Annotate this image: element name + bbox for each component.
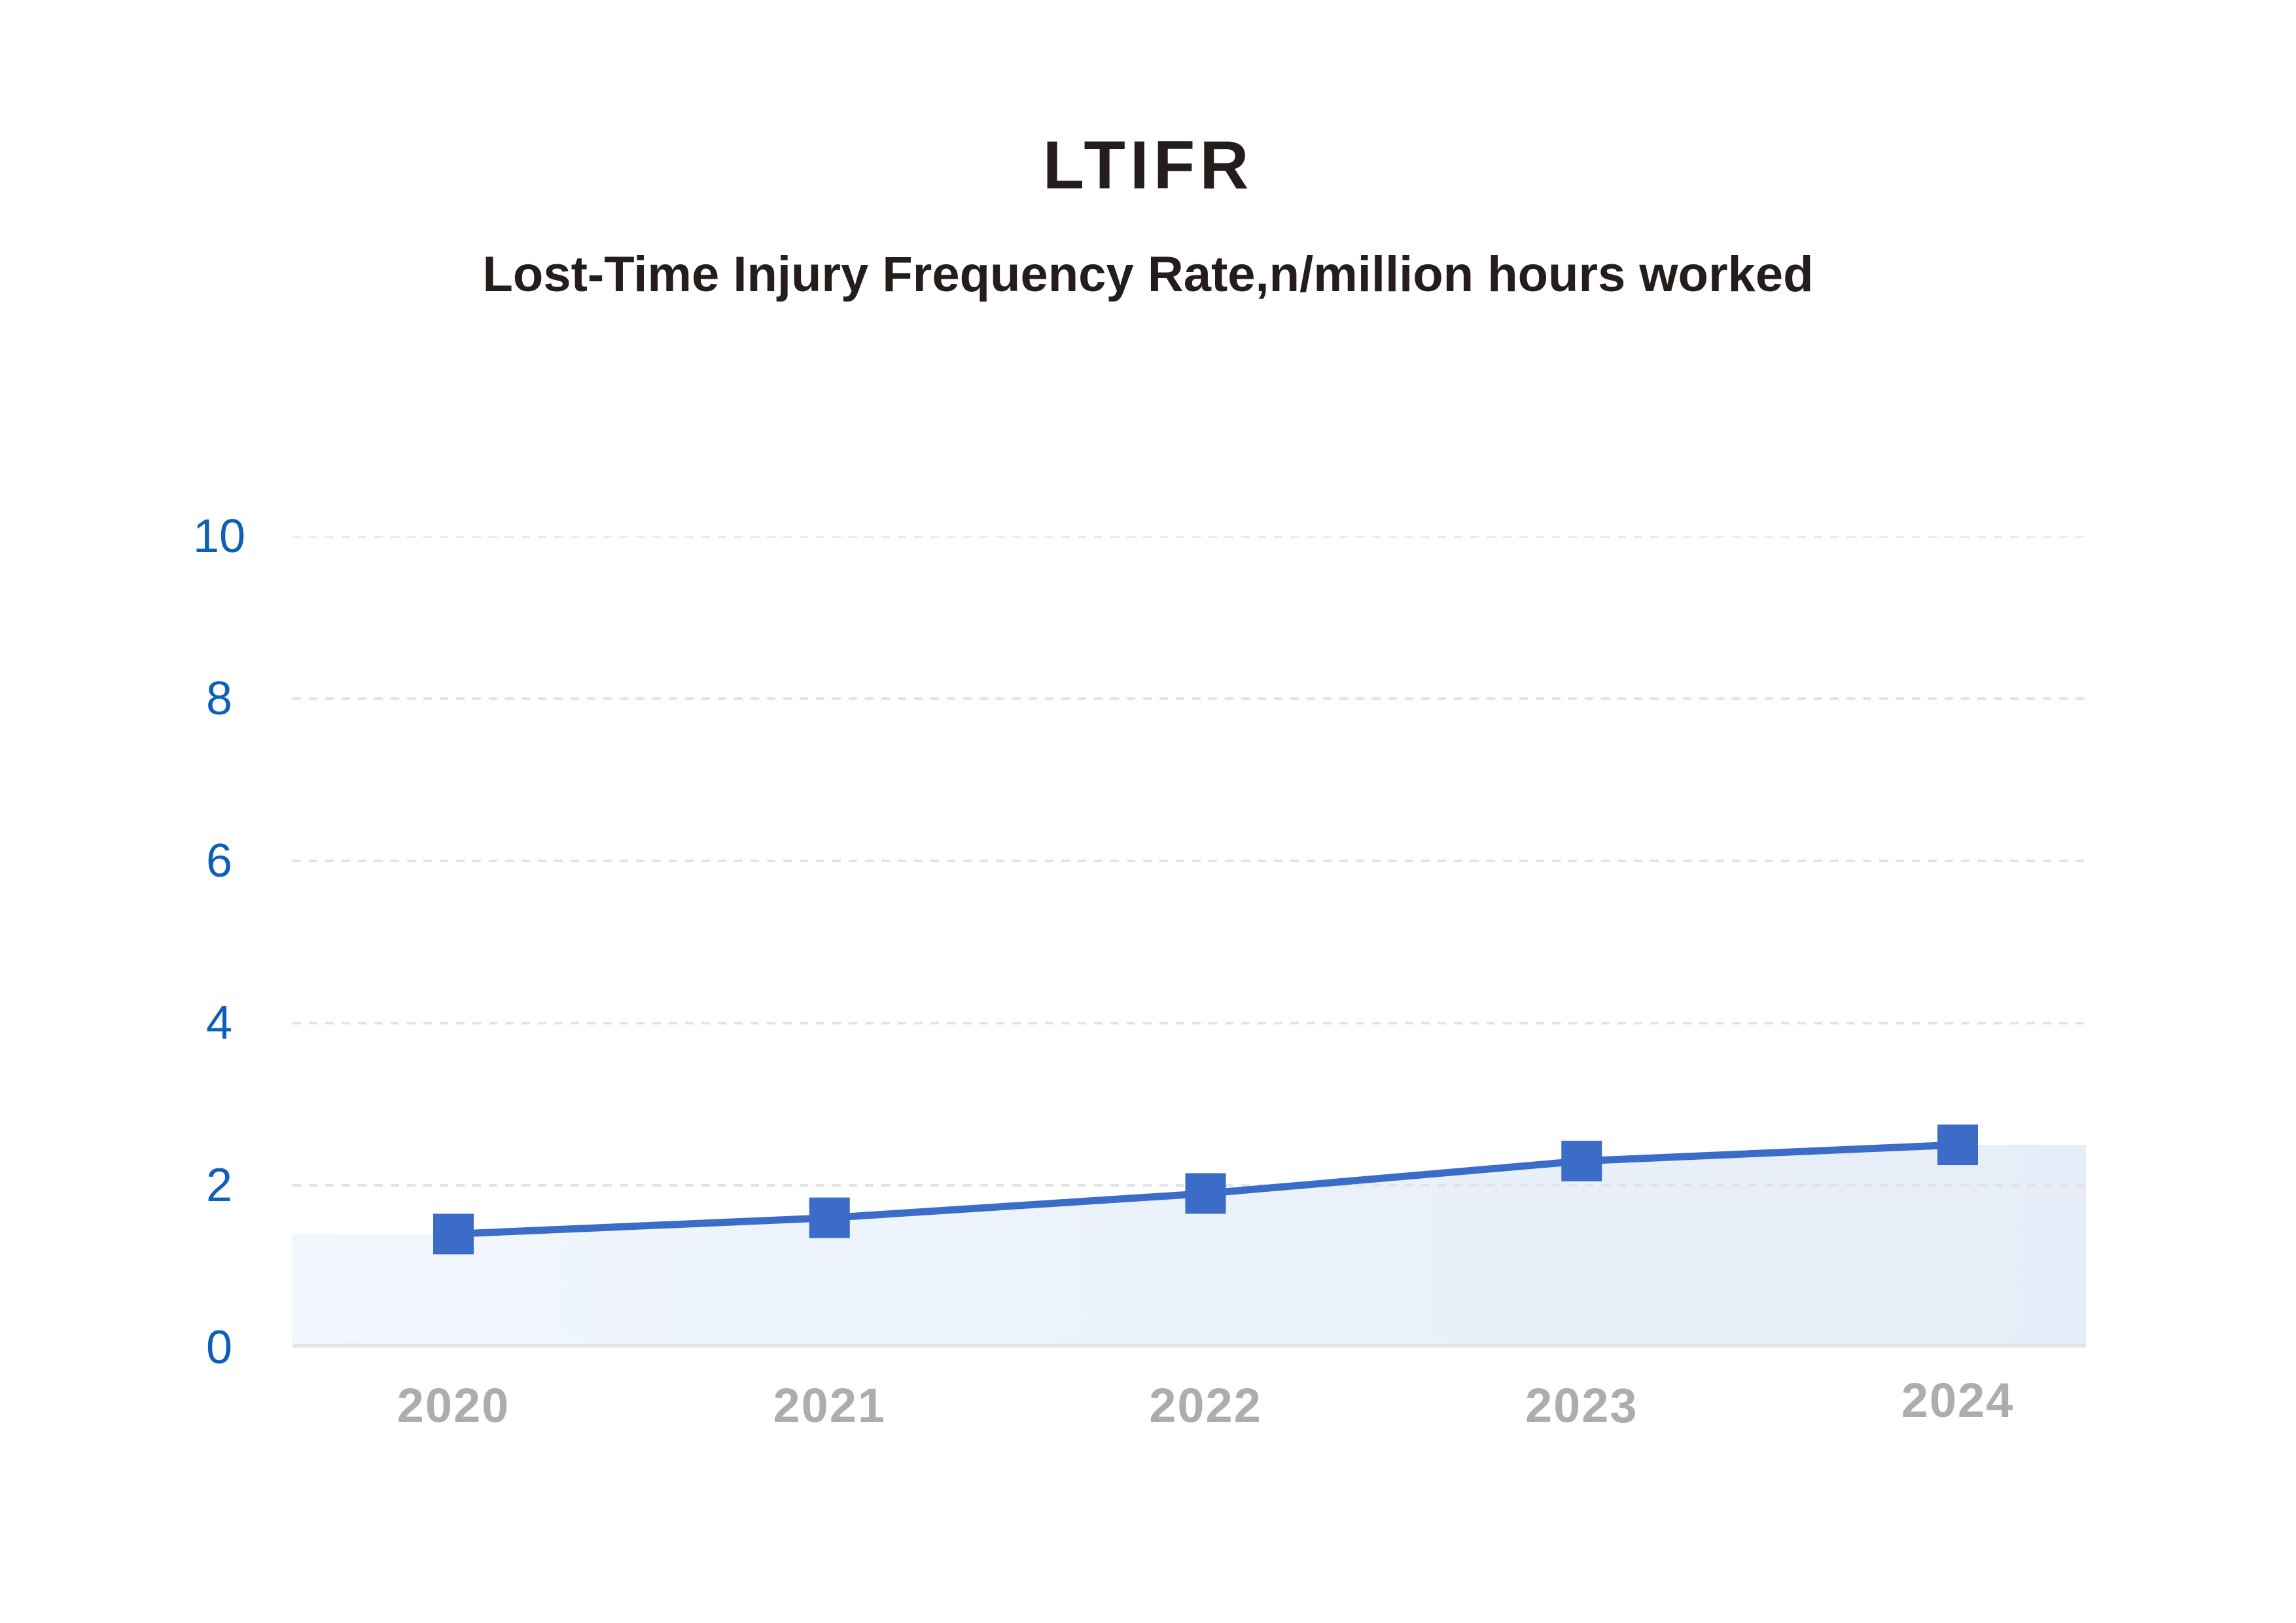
data-point-marker-2024 [1937,1125,1978,1165]
y-tick-label-6: 6 [205,835,233,887]
line-chart-svg [292,536,2086,1348]
y-tick-label-0: 0 [205,1321,233,1374]
x-tick-label-2024: 2024 [1901,1373,2015,1427]
data-point-marker-2022 [1185,1173,1226,1214]
x-axis: 2020 2021 2022 2023 2024 [292,1376,2086,1434]
x-tick-label-2021: 2021 [773,1378,887,1433]
chart-title: LTIFR [1042,128,1254,203]
x-tick-label-2022: 2022 [1149,1378,1262,1433]
chart-subtitle: Lost-Time Injury Frequency Rate,n/millio… [482,247,1814,302]
y-tick-label-4: 4 [205,997,233,1049]
y-tick-label-8: 8 [205,672,233,725]
x-tick-label-2020: 2020 [397,1378,510,1433]
y-tick-label-10: 10 [192,510,246,563]
y-tick-label-2: 2 [205,1159,233,1212]
y-axis: 10 8 6 4 2 0 [177,513,262,1371]
x-tick-label-2023: 2023 [1525,1378,1638,1433]
plot-area [292,536,2086,1348]
area-fill [292,1145,2086,1348]
data-point-marker-2021 [809,1197,850,1238]
data-point-marker-2023 [1561,1140,1602,1181]
data-point-marker-2020 [433,1213,474,1255]
